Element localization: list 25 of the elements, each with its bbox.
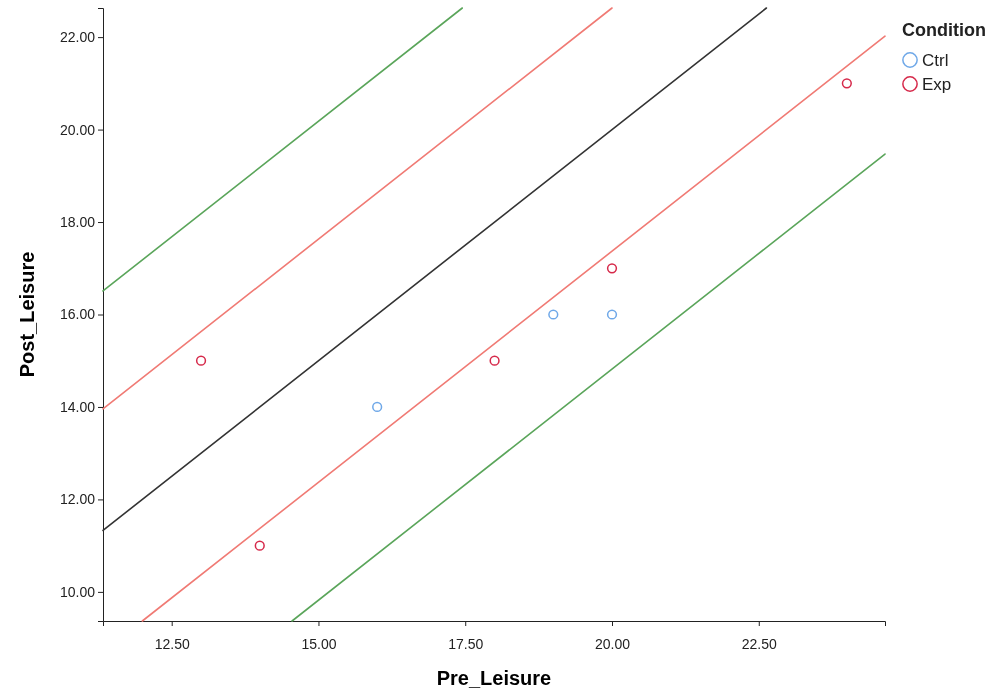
x-tick-label: 12.50 [154,635,190,652]
legend-label: Ctrl [922,51,949,70]
point [489,355,500,366]
x-tick-label: 20.00 [594,635,631,652]
point [195,355,207,366]
y-tick-label: 22.00 [59,29,96,46]
y-tick-label: 16.00 [59,306,96,323]
y-axis-title: Post_Leisure [16,251,38,378]
y-tick-label: 18.00 [59,214,96,231]
y-tick-label: 20.00 [59,121,96,138]
point [548,309,559,320]
point [606,263,618,274]
legend-title: Condition [902,20,986,40]
y-tick-label: 14.00 [59,398,96,415]
point [841,78,852,89]
y-tick-label: 10.00 [59,583,96,600]
legend-label: Exp [922,75,952,94]
point [372,401,383,413]
y-tick-label: 12.00 [59,491,96,508]
x-tick-label: 22.50 [741,635,777,652]
x-tick-label: 15.00 [301,635,337,652]
x-axis-title: Pre_Leisure [436,667,552,689]
point [606,309,618,320]
point [254,540,265,551]
x-tick-label: 17.50 [448,635,484,652]
